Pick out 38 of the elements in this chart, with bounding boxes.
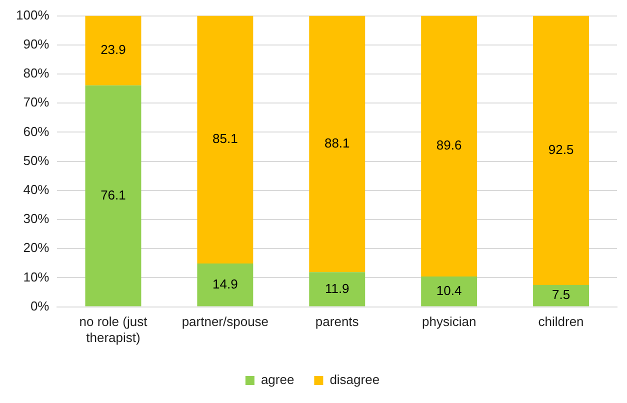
y-tick-label: 40% (23, 182, 50, 197)
bar (309, 272, 366, 306)
bar (309, 16, 366, 272)
data-label: 76.1 (100, 187, 126, 202)
bar (197, 16, 254, 264)
x-tick-label: partner/spouse (182, 314, 269, 330)
data-label: 14.9 (212, 276, 238, 292)
y-tick-label: 0% (30, 298, 50, 314)
y-tick-label: 60% (23, 124, 50, 139)
y-tick-label: 100% (16, 7, 50, 22)
x-tick-label: children (538, 314, 584, 330)
data-label: 85.1 (212, 131, 238, 146)
x-tick-label: parents (315, 314, 360, 330)
data-label: 92.5 (548, 142, 574, 157)
data-label: 10.4 (436, 282, 462, 298)
bar (533, 16, 590, 285)
data-label: 88.1 (324, 136, 350, 151)
data-label: 11.9 (324, 280, 350, 296)
bar (533, 284, 590, 306)
bar (421, 276, 478, 306)
y-tick-label: 50% (23, 152, 50, 168)
x-tick-label: physician (422, 314, 476, 330)
data-label: 7.5 (552, 287, 570, 302)
legend-label: agree (260, 372, 294, 388)
x-tick-label: no role (just therapist) (79, 314, 148, 345)
legend-label: disagree (330, 372, 380, 388)
bar (85, 16, 142, 86)
data-label: 23.9 (100, 42, 126, 58)
y-tick-label: 90% (23, 36, 50, 52)
bar (85, 85, 142, 306)
y-tick-label: 10% (23, 269, 50, 284)
y-tick-label: 30% (23, 211, 50, 226)
y-tick-label: 70% (23, 94, 50, 110)
y-tick-label: 80% (23, 66, 50, 81)
y-tick-label: 20% (23, 240, 50, 256)
data-label: 89.6 (436, 138, 462, 153)
bar (197, 263, 254, 306)
bar (421, 16, 478, 277)
